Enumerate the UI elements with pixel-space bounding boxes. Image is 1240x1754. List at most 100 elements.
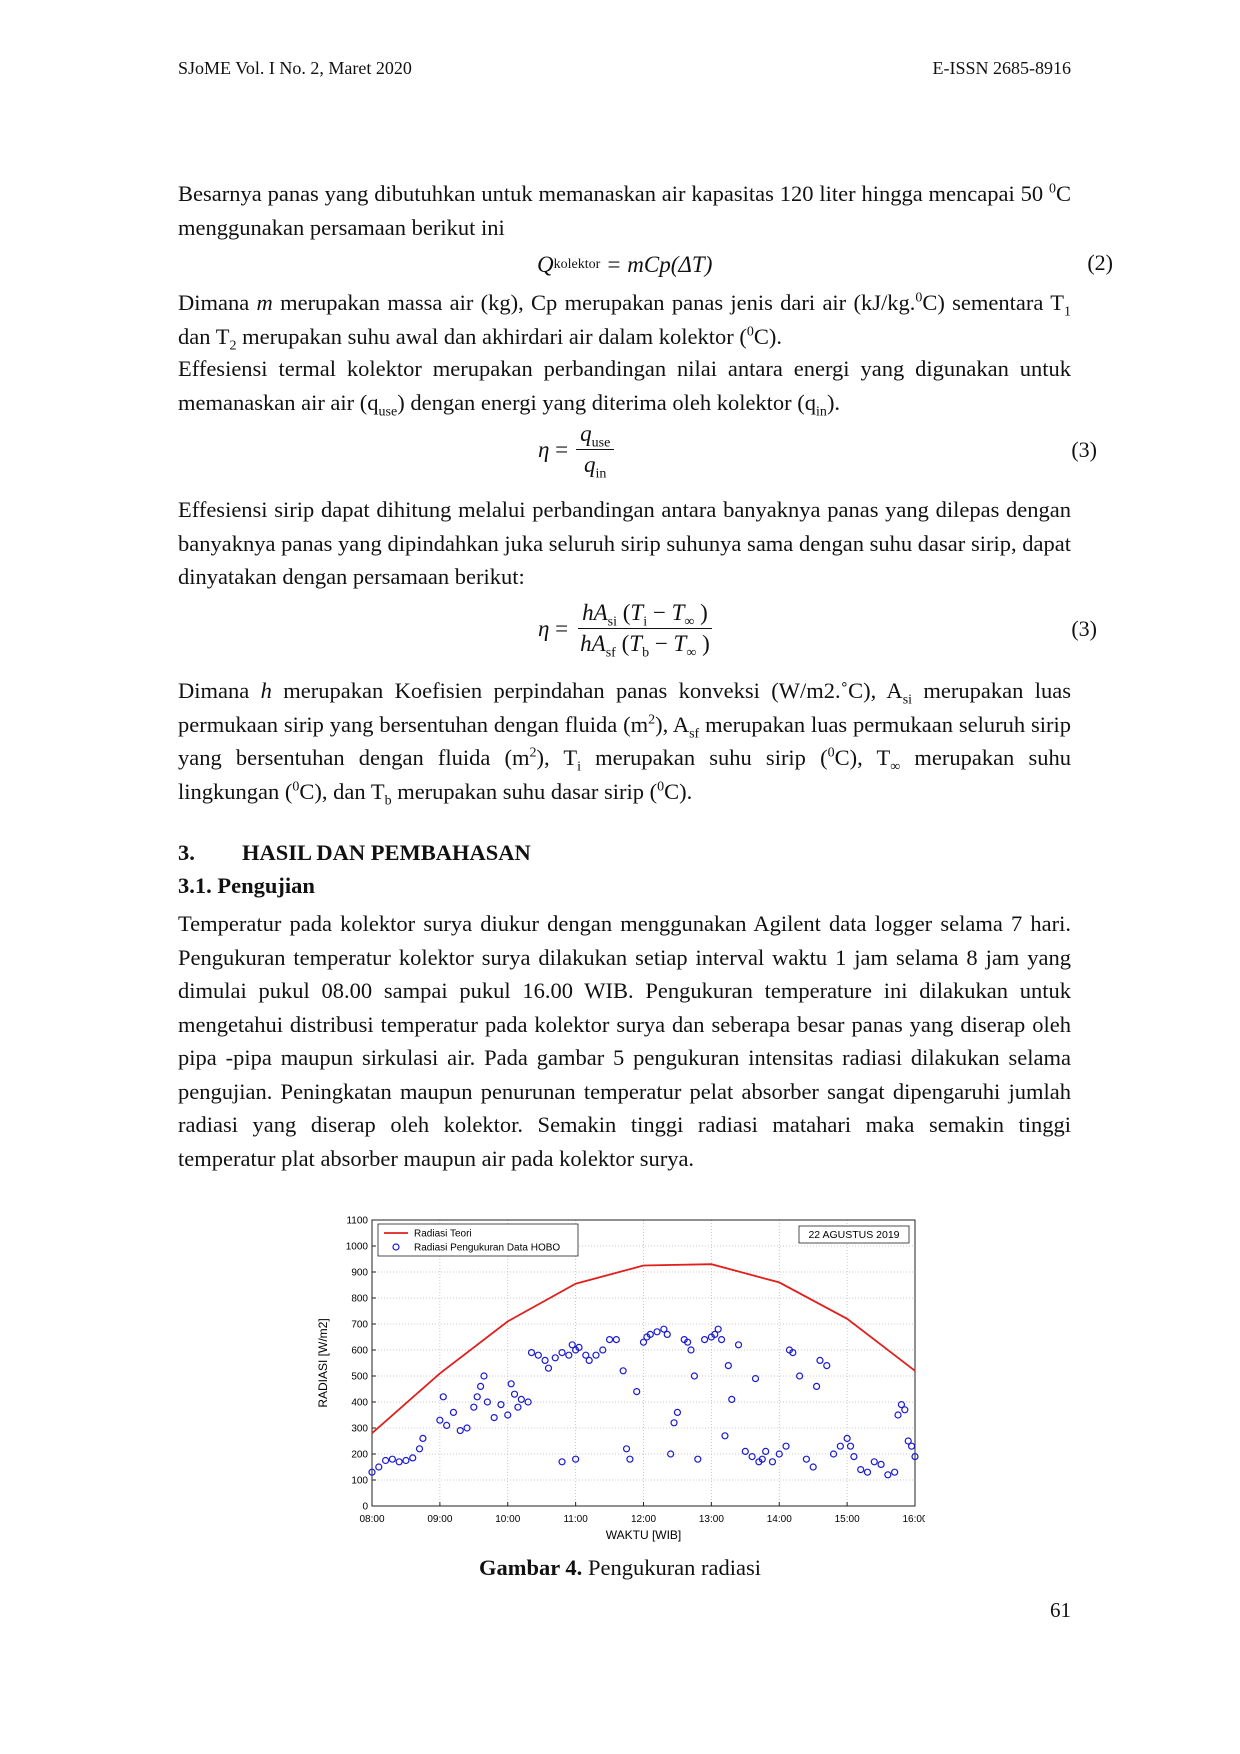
- text-run: ): [696, 631, 710, 656]
- text-run: 2: [229, 338, 237, 353]
- text-run: C).: [664, 778, 693, 804]
- data-point: [626, 1455, 634, 1463]
- data-point: [863, 1468, 872, 1476]
- text-run: 0: [915, 290, 923, 306]
- equation-number: (3): [1071, 437, 1097, 462]
- x-tick-label: 14:00: [767, 1514, 792, 1525]
- data-point: [534, 1351, 542, 1359]
- text-run: ∞: [684, 614, 695, 630]
- text-run: merupakan Koefisien perpindahan panas ko…: [271, 678, 903, 703]
- text-run: =: [549, 436, 569, 462]
- fraction: quse qin: [576, 419, 615, 481]
- data-point: [436, 1416, 444, 1424]
- data-line: [371, 1263, 916, 1434]
- text-run: (: [617, 600, 631, 625]
- text-run: C menggunakan persamaan berikut ini: [178, 181, 1077, 240]
- text-run: merupakan luas permukaan sirip yang bers…: [178, 678, 1077, 737]
- section-number: 3.: [178, 840, 195, 865]
- paragraph: Dimana m merupakan massa air (kg), Cp me…: [178, 286, 1071, 353]
- text-run: =: [549, 615, 569, 641]
- y-axis-title: RADIASI [W/m2]: [316, 1318, 330, 1407]
- denominator: qin: [580, 450, 610, 481]
- text-run: C) sementara T: [922, 290, 1064, 315]
- text-run: Besarnya panas yang dibutuhkan untuk mem…: [178, 181, 1049, 206]
- x-tick-label: 11:00: [563, 1514, 588, 1525]
- data-point: [592, 1351, 600, 1359]
- caption-text: Pengukuran radiasi: [582, 1555, 762, 1580]
- data-point: [456, 1427, 464, 1435]
- text-run: 1: [1064, 304, 1071, 320]
- data-point: [846, 1442, 855, 1450]
- equation-number: (3): [1071, 616, 1097, 641]
- annotation-box: [798, 1225, 910, 1244]
- data-point: [796, 1372, 804, 1380]
- data-point: [585, 1356, 593, 1364]
- data-point: [908, 1442, 916, 1450]
- data-point: [527, 1349, 536, 1357]
- data-point: [605, 1335, 614, 1344]
- x-tick-label: 15:00: [835, 1514, 860, 1525]
- y-tick-label: 1000: [346, 1242, 369, 1253]
- paragraph: Effesiensi termal kolektor merupakan per…: [178, 352, 1071, 419]
- text-run: 0: [746, 324, 754, 339]
- text-run: merupakan suhu dasar sirip (: [391, 778, 658, 804]
- paragraph: Effesiensi sirip dapat dihitung melalui …: [178, 493, 1071, 594]
- text-run: Effesiensi sirip dapat dihitung melalui …: [178, 497, 1077, 589]
- text-run: use: [591, 435, 611, 451]
- data-point: [687, 1346, 695, 1354]
- caption: Gambar 4. Pengukuran radiasi: [0, 1555, 1240, 1581]
- data-point: [667, 1450, 675, 1458]
- numerator: quse: [576, 419, 615, 451]
- legend-label: Radiasi Teori: [414, 1229, 472, 1240]
- text-run: q: [584, 452, 596, 477]
- data-point: [741, 1447, 749, 1455]
- text-run: in: [816, 404, 827, 419]
- text-run: hA: [580, 631, 606, 656]
- text-run: Q: [537, 252, 554, 277]
- header-right: E-ISSN 2685-8916: [932, 58, 1072, 78]
- data-point: [670, 1419, 678, 1427]
- data-point: [480, 1372, 488, 1380]
- text-run: q: [580, 421, 592, 446]
- data-point: [891, 1468, 899, 1476]
- text-run: C).: [753, 323, 783, 349]
- data-point: [768, 1458, 777, 1466]
- text-run: ) dengan energi yang diterima oleh kolek…: [397, 389, 817, 415]
- data-point: [622, 1445, 631, 1453]
- text-run: b: [642, 645, 650, 661]
- plot-frame: [371, 1219, 916, 1507]
- data-point: [633, 1388, 641, 1396]
- data-point: [415, 1445, 424, 1453]
- data-point: [551, 1354, 559, 1362]
- data-point: [660, 1325, 668, 1333]
- data-point: [789, 1349, 797, 1357]
- text-run: merupakan suhu sirip (: [581, 745, 828, 770]
- data-point: [663, 1330, 671, 1339]
- data-point: [836, 1442, 844, 1450]
- section-heading: 3. HASIL DAN PEMBAHASAN: [178, 840, 531, 866]
- data-point: [582, 1351, 590, 1359]
- data-point: [510, 1390, 519, 1398]
- data-point: [395, 1458, 403, 1466]
- text-run: −: [647, 600, 672, 625]
- text-run: ), A: [655, 711, 690, 737]
- data-point: [504, 1411, 512, 1419]
- data-point: [639, 1338, 648, 1346]
- data-point: [483, 1398, 491, 1406]
- y-tick-label: 600: [351, 1346, 368, 1357]
- text-run: ): [694, 600, 708, 625]
- text-run: T: [671, 600, 685, 625]
- text-run: T: [630, 600, 644, 625]
- data-point: [711, 1330, 719, 1339]
- data-point: [897, 1401, 906, 1409]
- equation-lead: η =: [538, 616, 568, 642]
- fraction: hAsi (Ti − T∞ ) hAsf (Tb − T∞ ): [576, 598, 714, 661]
- data-point: [470, 1403, 478, 1411]
- data-point: [449, 1408, 458, 1416]
- data-point: [517, 1395, 525, 1403]
- data-point: [558, 1458, 566, 1466]
- text-run: h: [260, 678, 272, 703]
- annotation: 22 AGUSTUS 2019: [808, 1229, 899, 1241]
- page-number: 61: [1050, 1598, 1071, 1622]
- data-point: [694, 1455, 702, 1463]
